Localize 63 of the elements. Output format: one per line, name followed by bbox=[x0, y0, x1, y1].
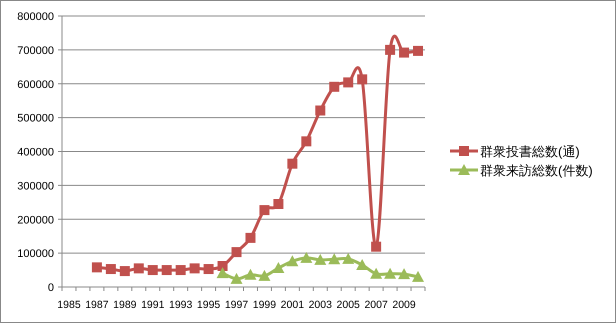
x-tick-label: 2003 bbox=[308, 299, 332, 311]
point bbox=[230, 272, 243, 284]
x-tick-label: 2001 bbox=[280, 299, 304, 311]
y-tick-label: 0 bbox=[48, 282, 54, 294]
x-tick-label: 1985 bbox=[57, 299, 81, 311]
point bbox=[92, 262, 102, 272]
point bbox=[357, 74, 368, 84]
x-tick-label: 1997 bbox=[224, 299, 248, 311]
point bbox=[343, 77, 354, 88]
point bbox=[398, 268, 410, 280]
x-tick-label: 1989 bbox=[113, 299, 137, 311]
point bbox=[412, 270, 424, 282]
point bbox=[356, 258, 368, 270]
point bbox=[245, 232, 256, 243]
y-tick-label: 300000 bbox=[17, 180, 54, 192]
y-tick-label: 500000 bbox=[17, 112, 54, 125]
point bbox=[204, 264, 214, 274]
point bbox=[329, 82, 340, 92]
point bbox=[162, 265, 172, 276]
point bbox=[413, 46, 424, 56]
x-tick-label: 1993 bbox=[168, 299, 193, 311]
point bbox=[371, 242, 382, 252]
point bbox=[314, 254, 326, 265]
legend-label: 群衆投書総数(通) bbox=[480, 144, 580, 159]
point bbox=[244, 268, 256, 280]
point bbox=[342, 252, 354, 264]
x-tick-label: 1991 bbox=[141, 299, 165, 311]
y-tick-label: 100000 bbox=[17, 248, 54, 260]
point bbox=[218, 260, 228, 271]
x-tick-label: 1987 bbox=[85, 299, 109, 311]
y-tick-label: 700000 bbox=[17, 44, 54, 57]
point bbox=[176, 265, 186, 276]
point bbox=[301, 136, 312, 146]
point bbox=[315, 106, 326, 116]
point bbox=[106, 264, 116, 274]
point bbox=[286, 255, 298, 266]
y-tick-label: 200000 bbox=[17, 214, 54, 226]
x-tick-label: 2005 bbox=[336, 299, 360, 311]
x-tick-label: 1999 bbox=[252, 299, 276, 311]
point bbox=[259, 205, 270, 216]
point bbox=[216, 267, 229, 278]
point bbox=[148, 265, 158, 276]
x-tick-label: 2007 bbox=[364, 299, 388, 311]
point bbox=[328, 253, 340, 264]
y-tick-label: 400000 bbox=[17, 146, 54, 158]
point bbox=[300, 252, 312, 263]
point bbox=[134, 263, 144, 274]
x-tick-label: 1995 bbox=[196, 299, 220, 311]
x-tick-label: 2009 bbox=[392, 299, 416, 311]
legend-label: 群衆来訪総数(件数) bbox=[480, 163, 593, 178]
y-tick-label: 800000 bbox=[17, 11, 54, 23]
y-tick-label: 600000 bbox=[17, 78, 54, 91]
point bbox=[370, 268, 382, 279]
point bbox=[120, 266, 130, 276]
point bbox=[384, 268, 396, 279]
point bbox=[272, 262, 284, 274]
point bbox=[399, 48, 410, 58]
point bbox=[273, 199, 284, 210]
point bbox=[258, 270, 270, 281]
point bbox=[232, 247, 242, 258]
point bbox=[287, 158, 298, 169]
point bbox=[385, 44, 396, 55]
point bbox=[190, 263, 200, 274]
